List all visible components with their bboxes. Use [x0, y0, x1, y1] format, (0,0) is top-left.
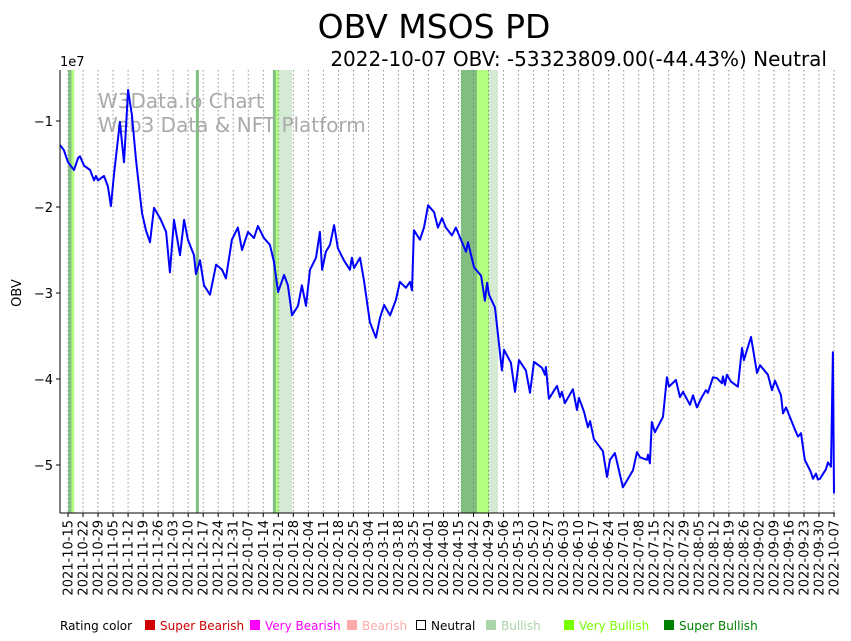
x-tick-label: 2022-07-15	[647, 520, 662, 596]
watermark-line-2: Web3 Data & NFT Platform	[98, 113, 366, 137]
rating-band-super-bullish	[272, 70, 276, 513]
x-tick-label: 2022-03-11	[377, 520, 392, 596]
legend-label: Super Bearish	[160, 619, 244, 633]
x-tick-label: 2022-02-18	[332, 520, 347, 596]
x-tick-label: 2022-06-24	[602, 520, 617, 596]
chart-subtitle: 2022-10-07 OBV: -53323809.00(-44.43%) Ne…	[330, 47, 827, 71]
legend-label: Very Bearish	[265, 619, 341, 633]
x-tick-label: 2021-11-19	[137, 520, 152, 596]
legend-title: Rating color	[60, 619, 132, 633]
x-tick-label: 2022-04-29	[482, 520, 497, 596]
x-tick-label: 2022-07-29	[677, 520, 692, 596]
x-tick-label: 2022-01-28	[287, 520, 302, 596]
rating-band-bullish	[488, 70, 499, 513]
watermark-line-1: W3Data.io Chart	[98, 89, 264, 113]
rating-band-super-bullish	[460, 70, 477, 513]
chart-title: OBV MSOS PD	[318, 7, 551, 46]
legend-label: Bearish	[362, 619, 407, 633]
x-tick-label: 2022-06-17	[587, 520, 602, 596]
x-tick-label: 2022-09-09	[767, 520, 782, 596]
x-tick-label: 2021-11-26	[152, 520, 167, 596]
x-tick-label: 2022-05-06	[497, 520, 512, 596]
x-tick-label: 2021-12-24	[212, 520, 227, 596]
x-tick-label: 2021-12-10	[182, 520, 197, 596]
x-tick-label: 2022-01-07	[242, 520, 257, 596]
x-tick-label: 2022-04-01	[422, 520, 437, 596]
axes: 2021-10-15 2021-10-22 2021-10-29 2021-11-05…	[34, 70, 843, 596]
x-tick-label: 2022-06-10	[572, 520, 587, 596]
x-tick-label: 2022-08-19	[722, 520, 737, 596]
legend-label: Bullish	[501, 619, 541, 633]
rating-band-super-bullish	[195, 70, 199, 513]
y-tick-label: −2	[34, 201, 53, 216]
y-axis-label: OBV	[10, 279, 25, 307]
legend-swatch	[145, 620, 155, 630]
grid-lines	[67, 70, 835, 513]
x-tick-label: 2022-07-01	[617, 520, 632, 596]
x-tick-label: 2022-05-20	[527, 520, 542, 596]
x-tick-label: 2022-09-16	[782, 520, 797, 596]
x-tick-label: 2022-03-25	[407, 520, 422, 596]
x-tick-label: 2022-01-21	[272, 520, 287, 596]
x-tick-label: 2022-08-26	[737, 520, 752, 596]
x-tick-label: 2022-09-02	[752, 520, 767, 596]
y-tick-label: −4	[34, 373, 53, 388]
x-tick-label: 2022-10-07	[828, 520, 843, 596]
rating-band-very-bullish	[71, 70, 75, 513]
x-tick-label: 2022-02-11	[317, 520, 332, 596]
legend-swatch	[347, 620, 357, 630]
x-tick-label: 2022-05-27	[542, 520, 557, 596]
legend-swatch	[416, 620, 426, 630]
x-tick-label: 2021-12-03	[167, 520, 182, 596]
x-tick-label: 2022-04-22	[467, 520, 482, 596]
x-tick-label: 2021-11-05	[107, 520, 122, 596]
y-tick-label: −5	[34, 459, 53, 474]
rating-band-super-bullish	[68, 70, 72, 513]
x-tick-label: 2022-03-04	[362, 520, 377, 596]
x-tick-label: 2022-08-12	[707, 520, 722, 596]
x-tick-label: 2021-12-17	[197, 520, 212, 596]
x-tick-label: 2022-04-15	[452, 520, 467, 596]
x-tick-label: 2022-04-08	[437, 520, 452, 596]
x-tick-label: 2022-09-23	[797, 520, 812, 596]
legend-swatch	[664, 620, 674, 630]
x-tick-label: 2022-05-13	[512, 520, 527, 596]
legend: Rating color Super Bearish Very Bearish Bea…	[60, 619, 758, 633]
y-scale-label: 1e7	[60, 55, 85, 70]
x-tick-label: 2021-10-15	[62, 520, 77, 596]
x-tick-label: 2022-02-25	[347, 520, 362, 596]
y-tick-label: −3	[34, 287, 53, 302]
x-tick-label: 2022-06-03	[557, 520, 572, 596]
legend-swatch	[564, 620, 574, 630]
legend-label: Very Bullish	[579, 619, 649, 633]
x-tick-label: 2022-02-04	[302, 520, 317, 596]
obv-series-line	[59, 89, 835, 494]
legend-label: Super Bullish	[679, 619, 758, 633]
x-tick-label: 2022-09-30	[813, 520, 828, 596]
x-tick-label: 2021-12-31	[227, 520, 242, 596]
legend-swatch	[250, 620, 260, 630]
rating-band-bullish	[278, 70, 293, 513]
x-tick-label: 2022-08-05	[692, 520, 707, 596]
x-tick-label: 2022-03-18	[392, 520, 407, 596]
legend-swatch	[486, 620, 496, 630]
x-tick-label: 2022-07-22	[662, 520, 677, 596]
x-tick-label: 2022-07-08	[632, 520, 647, 596]
x-tick-label: 2022-01-14	[257, 520, 272, 596]
x-tick-label: 2021-11-12	[122, 520, 137, 596]
y-tick-label: −1	[34, 115, 53, 130]
x-tick-label: 2021-10-22	[77, 520, 92, 596]
x-tick-label: 2021-10-29	[92, 520, 107, 596]
legend-label: Neutral	[431, 619, 475, 633]
